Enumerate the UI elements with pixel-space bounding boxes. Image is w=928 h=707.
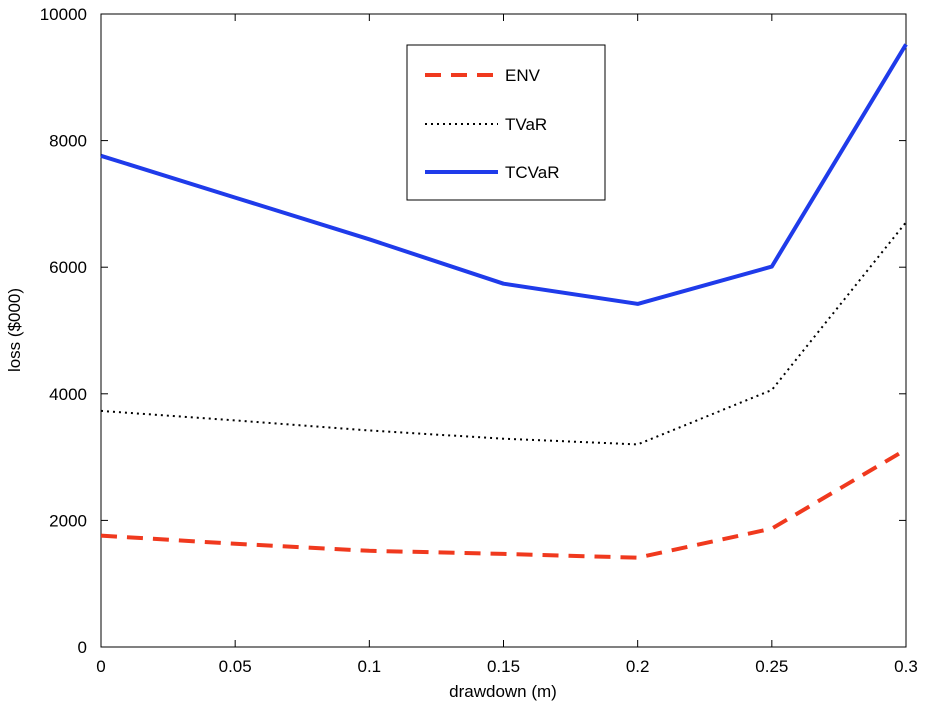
x-axis-label: drawdown (m) bbox=[449, 682, 557, 701]
x-tick-label: 0.2 bbox=[626, 657, 650, 676]
x-tick-label: 0.15 bbox=[487, 657, 520, 676]
x-tick-label: 0.25 bbox=[755, 657, 788, 676]
series-line-tcvar bbox=[100, 43, 908, 306]
x-tick-label: 0.3 bbox=[894, 657, 918, 676]
series-layer bbox=[100, 43, 908, 560]
y-tick-label: 4000 bbox=[49, 385, 87, 404]
y-tick-label: 8000 bbox=[49, 132, 87, 151]
y-tick-label: 2000 bbox=[49, 511, 87, 530]
y-tick-label: 10000 bbox=[40, 5, 87, 24]
y-tick-label: 6000 bbox=[49, 258, 87, 277]
x-tick-label: 0.1 bbox=[358, 657, 382, 676]
series-line-env bbox=[100, 447, 908, 560]
x-axis: 0 0.05 0.1 0.15 0.2 0.25 0.3 bbox=[96, 14, 918, 676]
legend: ENV TVaR TCVaR bbox=[406, 44, 606, 201]
y-axis-label: loss ($000) bbox=[5, 288, 24, 372]
y-tick-label: 0 bbox=[78, 638, 87, 657]
y-axis: 0 2000 4000 6000 8000 10000 bbox=[40, 5, 906, 657]
series-line-tvar bbox=[100, 221, 907, 446]
x-tick-label: 0 bbox=[96, 657, 105, 676]
legend-label-env: ENV bbox=[505, 66, 541, 85]
legend-box bbox=[406, 44, 606, 201]
x-tick-label: 0.05 bbox=[219, 657, 252, 676]
legend-label-tcvar: TCVaR bbox=[505, 163, 559, 182]
legend-label-tvar: TVaR bbox=[505, 115, 547, 134]
